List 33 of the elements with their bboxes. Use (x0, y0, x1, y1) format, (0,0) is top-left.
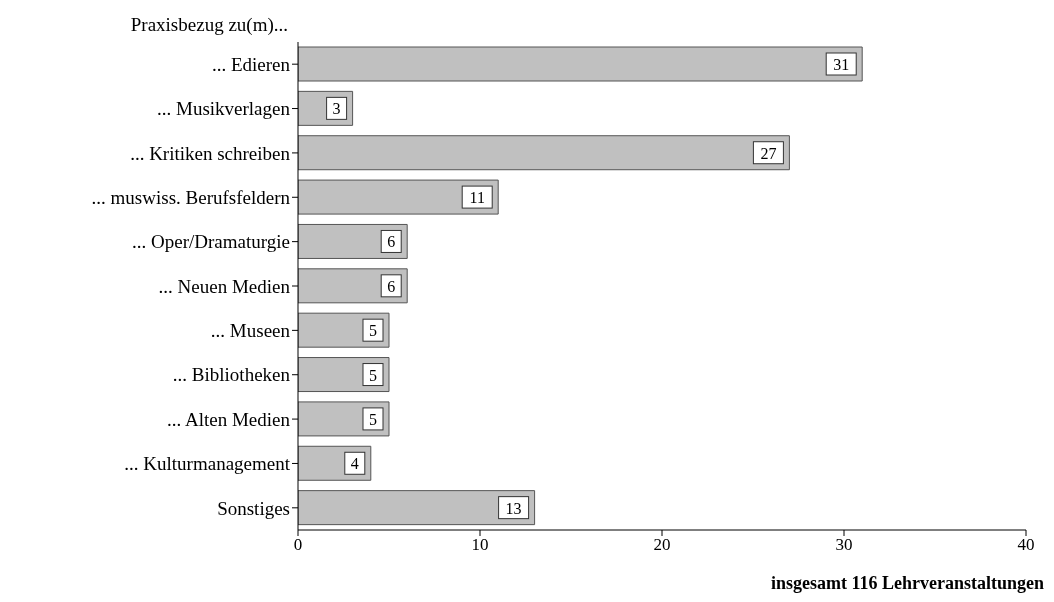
x-tick-label: 40 (1017, 535, 1035, 555)
bar (298, 46, 863, 82)
chart-title: Praxisbezug zu(m)... (129, 14, 288, 36)
data-label: 5 (369, 322, 377, 340)
x-tick-label: 0 (293, 535, 303, 555)
bar (298, 179, 499, 215)
data-label: 5 (369, 366, 377, 384)
data-label: 6 (387, 233, 396, 251)
y-tick-label: ... Kritiken schreiben (130, 142, 291, 164)
data-label: 11 (469, 189, 485, 207)
data-label: 31 (833, 56, 850, 73)
y-tick-label: ... Musikverlagen (157, 98, 291, 120)
y-tick-label: ... Museen (210, 320, 291, 342)
bar (298, 490, 536, 526)
y-tick-label: ... Bibliotheken (172, 364, 291, 386)
y-tick-label: ... Alten Medien (167, 408, 291, 430)
x-tick-label: 10 (471, 535, 489, 555)
x-tick-label: 30 (835, 535, 853, 555)
data-label: 4 (350, 455, 359, 473)
bar (298, 135, 790, 171)
data-label: 6 (387, 277, 396, 295)
y-tick-label: ... muswiss. Berufsfeldern (91, 187, 291, 209)
data-label: 13 (505, 499, 522, 517)
text: insgesamt 116 Lehrveranstaltungen (770, 573, 1044, 594)
data-label: 3 (332, 100, 341, 118)
data-label: 5 (369, 410, 377, 428)
y-tick-label: ... Neuen Medien (158, 275, 291, 297)
y-tick-label: Sonstiges (217, 497, 290, 519)
y-tick-label: ... Oper/Dramaturgie (132, 231, 290, 253)
y-tick-label: ... Edieren (211, 53, 291, 75)
data-label: 27 (760, 144, 777, 162)
x-tick-label: 20 (653, 535, 671, 555)
y-tick-label: ... Kulturmanagement (124, 453, 291, 475)
